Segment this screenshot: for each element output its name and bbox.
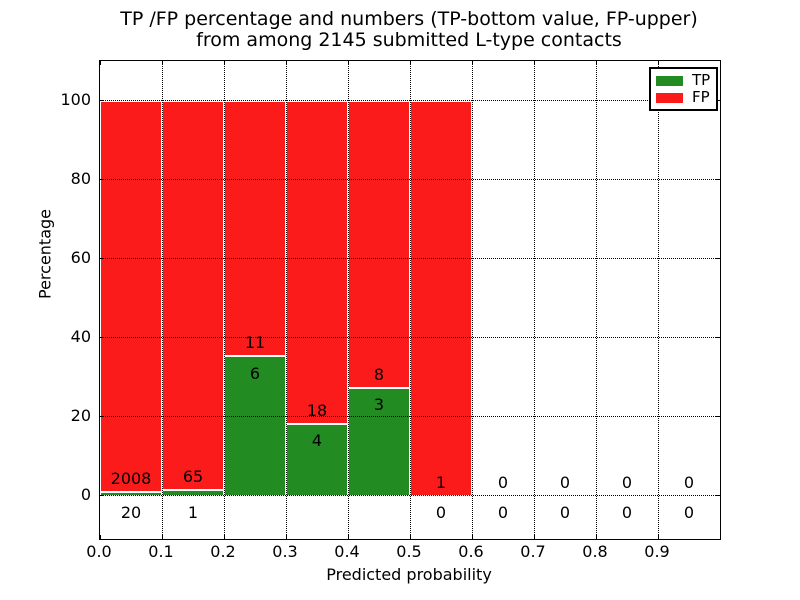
legend: TP FP — [649, 67, 718, 111]
legend-item-fp: FP — [656, 90, 711, 105]
bar-label-fp-0.6-0.7: 0 — [497, 472, 509, 492]
bar-label-fp-0.9-1.0: 0 — [683, 472, 695, 492]
bar-label-tp-0.0-0.1: 20 — [120, 502, 142, 522]
y-tick-right-60 — [716, 258, 720, 260]
gridline-v-0.5 — [409, 61, 411, 539]
bar-label-fp-0.7-0.8: 0 — [559, 472, 571, 492]
legend-label-fp: FP — [692, 88, 710, 106]
bar-label-tp-0.1-0.2: 1 — [187, 502, 199, 522]
x-tick-label-0.8: 0.8 — [582, 542, 608, 561]
bar-label-tp-0.3-0.4: 4 — [311, 431, 323, 451]
chart-title: TP /FP percentage and numbers (TP-bottom… — [99, 9, 719, 51]
gridline-v-0.3 — [285, 61, 287, 539]
bar-fp-0.5-0.6 — [410, 100, 472, 496]
bar-label-tp-0.5-0.6: 0 — [435, 502, 447, 522]
x-tick-top-0.2 — [223, 61, 225, 65]
bar-label-tp-0.2-0.3: 6 — [249, 363, 261, 383]
y-tick-right-0 — [716, 495, 720, 497]
x-tick-bottom-0.6 — [471, 535, 473, 539]
x-tick-label-0.3: 0.3 — [272, 542, 298, 561]
gridline-v-0.9 — [657, 61, 659, 539]
chart-title-line2: from among 2145 submitted L-type contact… — [196, 29, 622, 51]
bar-label-tp-0.8-0.9: 0 — [621, 502, 633, 522]
bar-label-fp-0.2-0.3: 11 — [244, 333, 266, 353]
gridline-v-0.7 — [533, 61, 535, 539]
x-axis-label: Predicted probability — [326, 565, 492, 584]
bar-fp-0.0-0.1 — [100, 100, 162, 492]
x-tick-bottom-0.7 — [533, 535, 535, 539]
x-tick-bottom-0.4 — [347, 535, 349, 539]
y-tick-label-80: 80 — [70, 168, 91, 188]
legend-label-tp: TP — [692, 71, 711, 89]
x-tick-top-0.9 — [657, 61, 659, 65]
x-tick-label-0.5: 0.5 — [396, 542, 422, 561]
gridline-v-0.2 — [223, 61, 225, 539]
y-tick-right-80 — [716, 179, 720, 180]
bar-label-fp-0.5-0.6: 1 — [435, 472, 447, 492]
x-tick-top-0.0 — [99, 61, 101, 65]
x-tick-bottom-0.1 — [161, 535, 163, 539]
x-tick-bottom-0.5 — [409, 535, 411, 539]
x-tick-label-0.1: 0.1 — [148, 542, 174, 561]
bar-label-fp-0.1-0.2: 65 — [182, 466, 204, 486]
x-tick-top-0.4 — [347, 61, 349, 65]
y-tick-right-100 — [716, 100, 720, 101]
y-tick-label-60: 60 — [70, 247, 91, 267]
x-tick-label-0.2: 0.2 — [210, 542, 236, 561]
y-tick-label-0: 0 — [80, 484, 91, 504]
bar-label-tp-0.4-0.5: 3 — [373, 395, 385, 415]
bar-label-fp-0.3-0.4: 18 — [306, 401, 328, 421]
gridline-v-0.8 — [595, 61, 597, 539]
bar-label-tp-0.7-0.8: 0 — [559, 502, 571, 522]
y-tick-left-80 — [100, 179, 104, 180]
x-tick-top-0.6 — [471, 61, 473, 65]
legend-swatch-fp-icon — [656, 92, 683, 103]
bar-fp-0.4-0.5 — [348, 100, 410, 388]
bar-tp-0.4-0.5 — [348, 387, 410, 496]
x-tick-top-0.7 — [533, 61, 535, 65]
gridline-v-0.6 — [471, 61, 473, 539]
x-tick-label-0.6: 0.6 — [458, 542, 484, 561]
y-tick-right-40 — [716, 337, 720, 339]
bar-fp-0.2-0.3 — [224, 100, 286, 357]
x-tick-top-0.5 — [409, 61, 411, 65]
y-tick-label-20: 20 — [70, 405, 91, 425]
x-tick-bottom-0.9 — [657, 535, 659, 539]
bar-label-tp-0.9-1.0: 0 — [683, 502, 695, 522]
y-tick-left-100 — [100, 100, 104, 101]
bar-tp-0.2-0.3 — [224, 356, 286, 496]
bar-label-fp-0.0-0.1: 2008 — [110, 468, 152, 488]
bar-label-fp-0.8-0.9: 0 — [621, 472, 633, 492]
bar-fp-0.1-0.2 — [162, 100, 224, 490]
y-tick-right-20 — [716, 416, 720, 418]
x-tick-label-0.9: 0.9 — [644, 542, 670, 561]
bar-label-fp-0.4-0.5: 8 — [373, 365, 385, 385]
y-tick-label-40: 40 — [70, 326, 91, 346]
y-tick-left-0 — [100, 495, 104, 497]
y-tick-left-20 — [100, 416, 104, 418]
plot-area: TP FP 2008 20 65 1 11 6 18 4 8 3 1 0 0 0 0 0 0 0 0 0 — [99, 60, 721, 540]
x-tick-bottom-0.0 — [99, 535, 101, 539]
x-tick-bottom-0.3 — [285, 535, 287, 539]
x-tick-top-0.8 — [595, 61, 597, 65]
legend-item-tp: TP — [656, 73, 711, 88]
x-tick-top-0.3 — [285, 61, 287, 65]
y-tick-label-100: 100 — [60, 89, 91, 109]
x-tick-label-0.7: 0.7 — [520, 542, 546, 561]
chart-title-line1: TP /FP percentage and numbers (TP-bottom… — [120, 8, 698, 30]
legend-swatch-tp-icon — [656, 75, 683, 86]
x-tick-label-0.0: 0.0 — [86, 542, 112, 561]
gridline-v-0.4 — [347, 61, 349, 539]
x-tick-label-0.4: 0.4 — [334, 542, 360, 561]
gridline-v-0.1 — [161, 61, 163, 539]
x-tick-top-0.1 — [161, 61, 163, 65]
bar-label-tp-0.6-0.7: 0 — [497, 502, 509, 522]
y-tick-left-60 — [100, 258, 104, 260]
x-tick-bottom-0.8 — [595, 535, 597, 539]
bar-fp-0.3-0.4 — [286, 100, 348, 424]
y-tick-left-40 — [100, 337, 104, 339]
x-tick-bottom-0.2 — [223, 535, 225, 539]
